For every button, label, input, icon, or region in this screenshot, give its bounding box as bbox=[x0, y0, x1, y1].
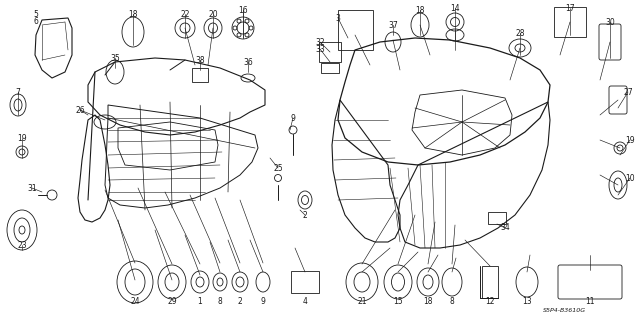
Text: 4: 4 bbox=[303, 298, 307, 307]
Text: 13: 13 bbox=[522, 298, 532, 307]
Text: 8: 8 bbox=[218, 298, 222, 307]
Text: 27: 27 bbox=[623, 87, 633, 97]
Text: 23: 23 bbox=[17, 241, 27, 250]
Text: 1: 1 bbox=[198, 298, 202, 307]
Bar bbox=[192, 68, 208, 82]
Text: 29: 29 bbox=[167, 298, 177, 307]
Text: 2: 2 bbox=[237, 298, 243, 307]
Text: 6: 6 bbox=[33, 17, 38, 26]
Text: 11: 11 bbox=[585, 298, 595, 307]
Text: 7: 7 bbox=[15, 87, 20, 97]
Text: 31: 31 bbox=[27, 183, 37, 193]
Text: 34: 34 bbox=[500, 223, 510, 233]
Text: 3: 3 bbox=[335, 13, 340, 22]
Text: 36: 36 bbox=[243, 58, 253, 67]
Text: 19: 19 bbox=[625, 135, 635, 145]
Text: 38: 38 bbox=[195, 55, 205, 65]
Bar bbox=[337, 10, 372, 50]
Text: 18: 18 bbox=[128, 10, 138, 19]
Text: 26: 26 bbox=[75, 106, 85, 115]
Text: 14: 14 bbox=[450, 4, 460, 12]
Bar bbox=[319, 42, 341, 62]
Bar bbox=[488, 212, 506, 224]
Text: 18: 18 bbox=[415, 5, 425, 14]
Text: 28: 28 bbox=[515, 28, 525, 37]
Text: 16: 16 bbox=[238, 5, 248, 14]
Bar bbox=[554, 7, 586, 37]
Text: 24: 24 bbox=[130, 298, 140, 307]
Text: 35: 35 bbox=[110, 53, 120, 62]
Text: 37: 37 bbox=[388, 20, 398, 29]
Bar bbox=[291, 271, 319, 293]
Text: 12: 12 bbox=[485, 298, 495, 307]
Text: 5: 5 bbox=[33, 10, 38, 19]
Text: 20: 20 bbox=[208, 10, 218, 19]
Text: 18: 18 bbox=[423, 298, 433, 307]
Text: 25: 25 bbox=[273, 164, 283, 172]
Bar bbox=[482, 266, 498, 298]
Text: 19: 19 bbox=[17, 133, 27, 142]
Bar bbox=[321, 63, 339, 73]
Text: 17: 17 bbox=[565, 4, 575, 12]
Text: 9: 9 bbox=[291, 114, 296, 123]
Text: 10: 10 bbox=[625, 173, 635, 182]
Text: 32: 32 bbox=[315, 37, 325, 46]
Text: 2: 2 bbox=[303, 211, 307, 220]
Text: 21: 21 bbox=[357, 298, 367, 307]
Text: 9: 9 bbox=[260, 298, 266, 307]
Text: S5P4-B3610G: S5P4-B3610G bbox=[543, 308, 587, 313]
Text: 15: 15 bbox=[393, 298, 403, 307]
Text: 22: 22 bbox=[180, 10, 189, 19]
Text: 30: 30 bbox=[605, 18, 615, 27]
Text: 8: 8 bbox=[450, 298, 454, 307]
Text: 33: 33 bbox=[315, 44, 325, 53]
